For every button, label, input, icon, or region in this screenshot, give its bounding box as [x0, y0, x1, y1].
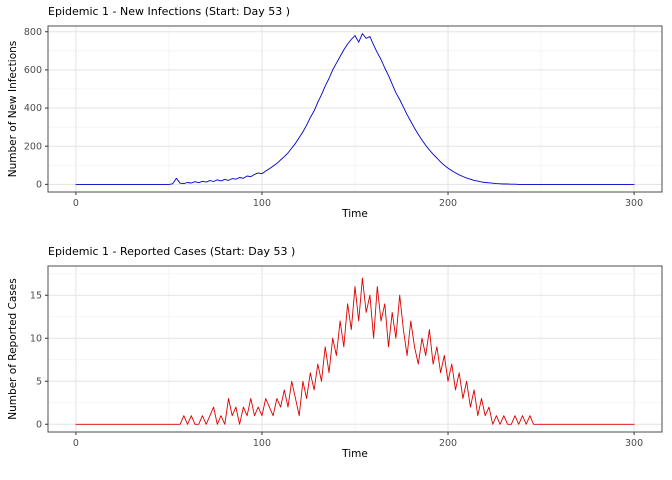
- panel-border: [47, 25, 663, 193]
- plot-panel-reported-cases: 0 100 200 300 0 5 10 15: [30, 265, 663, 449]
- x-tick-label: 300: [625, 438, 643, 449]
- plot-panel-new-infections: 0 100 200 300 0 200 400 600 800: [24, 25, 663, 209]
- y-axis-label-reported-cases: Number of Reported Cases: [7, 278, 19, 420]
- panel-border: [47, 265, 663, 433]
- chart-title-reported-cases: Epidemic 1 - Reported Cases (Start: Day …: [48, 245, 296, 258]
- y-tick-label: 200: [24, 141, 42, 152]
- y-tick-label: 0: [36, 419, 42, 430]
- y-tick-label: 600: [24, 65, 42, 76]
- series-line: [75, 277, 635, 425]
- y-tick-label: 5: [36, 376, 42, 387]
- x-tick-label: 100: [253, 438, 271, 449]
- y-axis-label-new-infections: Number of New Infections: [7, 40, 19, 178]
- y-tick-label: 10: [30, 333, 42, 344]
- x-tick-label: 0: [73, 198, 79, 209]
- x-axis-label-new-infections: Time: [342, 208, 368, 220]
- x-tick-label: 100: [253, 198, 271, 209]
- y-tick-label: 0: [36, 180, 42, 191]
- x-tick-label: 300: [625, 198, 643, 209]
- x-tick-label: 200: [439, 198, 457, 209]
- y-tick-label: 800: [24, 27, 42, 38]
- x-tick-label: 200: [439, 438, 457, 449]
- y-tick-label: 400: [24, 103, 42, 114]
- chart-title-new-infections: Epidemic 1 - New Infections (Start: Day …: [48, 5, 291, 18]
- y-tick-label: 15: [30, 290, 42, 301]
- chart-reported-cases: 0 100 200 300 0 5 10 15 Epidemic 1 - Reported C…: [0, 240, 672, 480]
- series-line: [75, 33, 635, 185]
- x-axis-label-reported-cases: Time: [342, 448, 368, 460]
- x-tick-label: 0: [73, 438, 79, 449]
- chart-new-infections: 0 100 200 300 0 200 400 600 800 Epidemic 1 - New…: [7, 5, 663, 220]
